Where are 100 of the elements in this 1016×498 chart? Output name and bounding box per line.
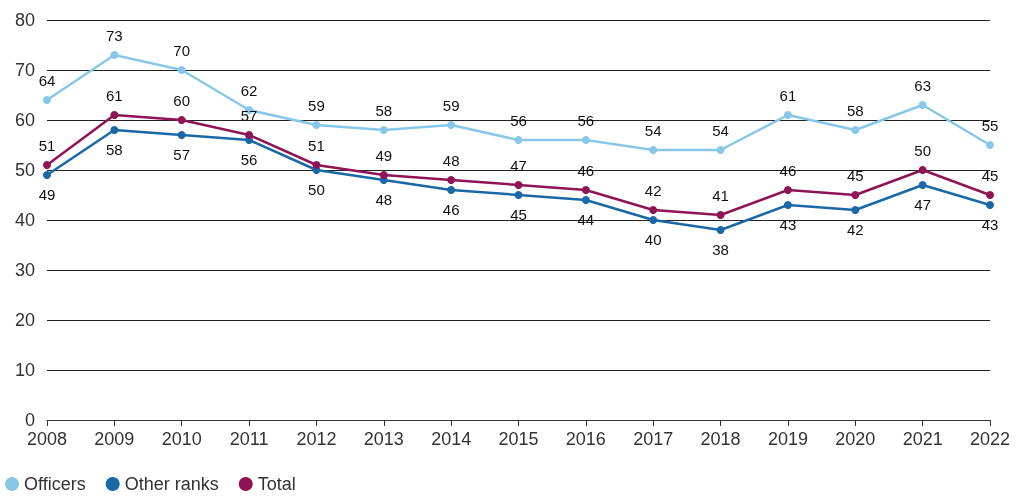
point — [851, 206, 860, 214]
data-label: 58 — [106, 141, 123, 158]
data-label: 42 — [644, 182, 662, 199]
data-label: 59 — [308, 97, 325, 114]
data-label: 46 — [442, 201, 460, 218]
data-label: 50 — [914, 142, 931, 159]
x-tick-label: 2011 — [229, 429, 269, 449]
point — [783, 186, 792, 194]
point — [245, 131, 254, 139]
point — [514, 136, 523, 144]
y-tick-label: 60 — [14, 110, 35, 130]
data-label: 49 — [375, 147, 393, 164]
data-label: 50 — [308, 181, 325, 198]
data-label: 56 — [240, 151, 258, 168]
data-label: 58 — [846, 102, 864, 119]
y-tick-label: 50 — [14, 160, 35, 180]
legend-label: Other ranks — [124, 474, 219, 494]
point — [110, 111, 119, 119]
data-label: 61 — [779, 87, 797, 104]
data-label: 45 — [846, 167, 864, 184]
point — [177, 66, 186, 74]
data-label: 51 — [38, 137, 56, 154]
x-tick-label: 2014 — [431, 429, 472, 449]
data-label: 51 — [308, 137, 325, 154]
y-tick-label: 20 — [14, 310, 35, 330]
point — [716, 146, 725, 154]
x-tick-label: 2020 — [835, 429, 876, 449]
point — [716, 211, 725, 219]
point — [581, 196, 590, 204]
y-tick-label: 80 — [14, 10, 35, 30]
data-label: 55 — [981, 117, 999, 134]
data-label: 48 — [375, 191, 393, 208]
x-tick-label: 2008 — [26, 429, 68, 449]
x-tick-label: 2009 — [94, 429, 135, 449]
data-label: 58 — [375, 102, 393, 119]
data-label: 43 — [779, 216, 797, 233]
point — [783, 111, 792, 119]
point — [649, 206, 658, 214]
data-label: 63 — [914, 77, 931, 94]
y-tick-label: 10 — [14, 360, 35, 380]
point — [851, 126, 860, 134]
point — [918, 166, 927, 174]
data-label: 62 — [240, 82, 258, 99]
data-label: 48 — [442, 152, 460, 169]
point — [986, 201, 994, 209]
data-label: 70 — [173, 42, 191, 59]
data-label: 38 — [712, 241, 729, 258]
point — [379, 126, 388, 134]
y-tick-label: 40 — [14, 210, 35, 230]
x-tick-label: 2012 — [296, 429, 337, 449]
data-label: 57 — [240, 107, 258, 124]
x-tick-label: 2022 — [969, 429, 1011, 449]
data-label: 59 — [442, 97, 460, 114]
x-tick-label: 2018 — [700, 429, 741, 449]
point — [177, 116, 186, 124]
data-label: 40 — [644, 231, 662, 248]
x-tick-label: 2021 — [902, 429, 943, 449]
point — [312, 121, 321, 129]
point — [986, 191, 994, 199]
data-label: 57 — [173, 146, 191, 163]
point — [986, 141, 994, 149]
point — [514, 181, 523, 189]
point — [379, 171, 388, 179]
point — [581, 186, 590, 194]
point — [851, 191, 860, 199]
point — [447, 176, 456, 184]
data-label: 54 — [644, 122, 662, 139]
data-label: 60 — [173, 92, 191, 109]
point — [43, 171, 51, 179]
point — [110, 126, 119, 134]
data-label: 54 — [712, 122, 729, 139]
x-tick-label: 2019 — [767, 429, 808, 449]
point — [581, 136, 590, 144]
y-tick-label: 30 — [14, 260, 35, 280]
data-label: 47 — [510, 157, 527, 174]
point — [918, 181, 927, 189]
y-tick-label: 0 — [24, 410, 35, 430]
legend-label: Total — [257, 474, 296, 494]
point — [447, 121, 456, 129]
data-label: 64 — [38, 72, 56, 89]
point — [43, 161, 51, 169]
point — [177, 131, 186, 139]
data-label: 45 — [510, 206, 527, 223]
y-tick-label: 70 — [14, 60, 35, 80]
point — [918, 101, 927, 109]
point — [649, 146, 658, 154]
point — [649, 216, 658, 224]
data-label: 43 — [981, 216, 999, 233]
point — [43, 96, 51, 104]
data-label: 47 — [914, 196, 931, 213]
point — [783, 201, 792, 209]
point — [312, 161, 321, 169]
point — [110, 51, 119, 59]
legend-label: Officers — [24, 474, 86, 494]
x-tick-label: 2010 — [161, 429, 202, 449]
x-tick-label: 2017 — [633, 429, 674, 449]
x-tick-label: 2015 — [498, 429, 539, 449]
data-label: 61 — [106, 87, 123, 104]
data-label: 42 — [846, 221, 864, 238]
data-label: 73 — [106, 27, 123, 44]
